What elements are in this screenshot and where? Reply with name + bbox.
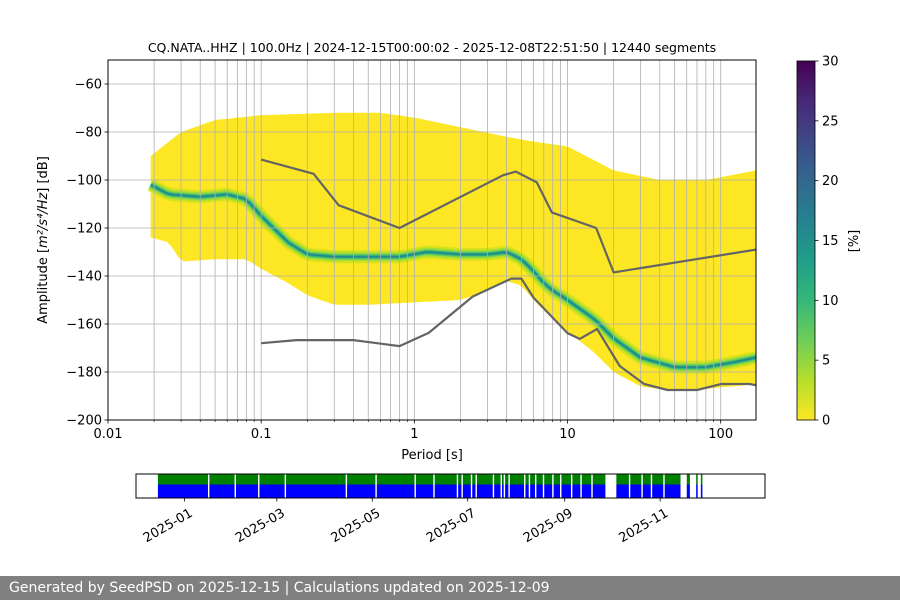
y-axis-label-start: Amplitude [ xyxy=(36,248,51,324)
colorbar-tick-label: 5 xyxy=(822,354,830,369)
timeline-gap xyxy=(284,474,287,498)
nhnm-curve xyxy=(260,158,756,274)
noise-model-curves xyxy=(260,158,756,392)
timeline-coverage-blue xyxy=(700,484,703,498)
timeline-tick-label: 2025-05 xyxy=(329,506,384,546)
timeline-gap xyxy=(524,474,526,498)
nlnm-curve xyxy=(261,277,756,392)
y-axis-label-units: m²/s⁴/Hz xyxy=(36,192,51,248)
y-tick-label: −120 xyxy=(66,222,102,237)
colorbar xyxy=(796,60,816,421)
colorbar-tick-label: 0 xyxy=(822,414,830,429)
timeline-gap xyxy=(542,474,545,498)
timeline-gap xyxy=(508,474,510,498)
timeline-coverage-green xyxy=(616,474,681,485)
psd-density-heatmap xyxy=(147,112,756,392)
plot-frame xyxy=(107,59,757,421)
timeline-gap xyxy=(207,474,210,498)
x-tick-label: 100 xyxy=(708,427,733,442)
timeline-gap xyxy=(461,474,463,498)
mode-density-band xyxy=(150,184,756,368)
y-tick-label: −80 xyxy=(75,126,102,141)
footer: Generated by SeedPSD on 2025-12-15 | Cal… xyxy=(0,576,900,600)
timeline-axis: 2025-01 2025-03 2025-05 2025-07 2025-09 2025-… xyxy=(141,498,671,546)
chart-title: CQ.NATA..HHZ | 100.0Hz | 2024-12-15T00:0… xyxy=(148,40,716,55)
timeline-tick-label: 2025-09 xyxy=(521,506,576,546)
timeline-tick-label: 2025-01 xyxy=(141,506,196,546)
y-tick-label: −100 xyxy=(66,174,102,189)
x-axis-label: Period [s] xyxy=(401,448,463,463)
colorbar-tick-label: 10 xyxy=(822,294,839,309)
timeline-tick-label: 2025-03 xyxy=(233,506,288,546)
y-tick-label: −140 xyxy=(66,270,102,285)
timeline-coverage-blue xyxy=(616,484,681,498)
y-axis-label-end: ] [dB] xyxy=(36,156,51,193)
timeline-gap xyxy=(528,474,531,498)
timeline-gap xyxy=(475,474,477,498)
x-tick-label: 1 xyxy=(410,427,418,442)
timeline-coverage-green xyxy=(157,474,606,485)
y-tick-label: −60 xyxy=(75,78,102,93)
y-axis: −200 −180 −160 −140 −120 −100 −80 −60 xyxy=(66,78,108,429)
colorbar-tick-label: 25 xyxy=(822,114,839,129)
timeline-gap xyxy=(580,474,582,498)
colorbar-tick-label: 15 xyxy=(822,234,839,249)
timeline-gap xyxy=(663,474,665,498)
timeline-tick-label: 2025-11 xyxy=(616,506,671,546)
timeline-tick-label: 2025-07 xyxy=(424,506,479,546)
colorbar-tick-label: 30 xyxy=(822,55,839,70)
timeline-coverage-green xyxy=(696,474,698,485)
timeline-gap xyxy=(534,474,537,498)
timeline-gap xyxy=(258,474,260,498)
colorbar-label: [%] xyxy=(847,230,862,253)
data-availability-timeline xyxy=(157,474,703,498)
colorbar-tick-label: 20 xyxy=(822,174,839,189)
plot-grid xyxy=(108,60,756,420)
timeline-gap xyxy=(641,474,643,498)
timeline-coverage-blue xyxy=(157,484,606,498)
x-tick-label: 0.1 xyxy=(251,427,272,442)
timeline-coverage-green xyxy=(686,474,690,485)
y-axis-label: Amplitude [m²/s⁴/Hz] [dB] xyxy=(36,156,51,324)
timeline-gap xyxy=(628,474,631,498)
timeline-gap xyxy=(375,474,377,498)
timeline-gap xyxy=(560,474,562,498)
timeline-coverage-blue xyxy=(696,484,698,498)
x-tick-label: 0.01 xyxy=(94,427,123,442)
timeline-gap xyxy=(414,474,416,498)
y-tick-label: −180 xyxy=(66,366,102,381)
timeline-gap xyxy=(456,474,459,498)
timeline-coverage-blue xyxy=(686,484,690,498)
timeline-gap xyxy=(552,474,554,498)
timeline-gap xyxy=(591,474,593,498)
timeline-gap xyxy=(433,474,435,498)
x-axis: 0.01 0.1 1 10 100 xyxy=(94,420,733,442)
x-tick-label: 10 xyxy=(559,427,576,442)
timeline-gap xyxy=(470,474,473,498)
timeline-gap xyxy=(570,474,573,498)
y-tick-label: −200 xyxy=(66,414,102,429)
timeline-gap xyxy=(650,474,653,498)
y-tick-label: −160 xyxy=(66,318,102,333)
timeline-gap xyxy=(345,474,348,498)
timeline-gap xyxy=(234,474,236,498)
timeline-gap xyxy=(492,474,495,498)
timeline-coverage-green xyxy=(700,474,703,485)
colorbar-axis: 0 5 10 15 20 25 30 xyxy=(815,55,839,429)
timeline-gap xyxy=(500,474,502,498)
timeline-gap xyxy=(503,474,506,498)
